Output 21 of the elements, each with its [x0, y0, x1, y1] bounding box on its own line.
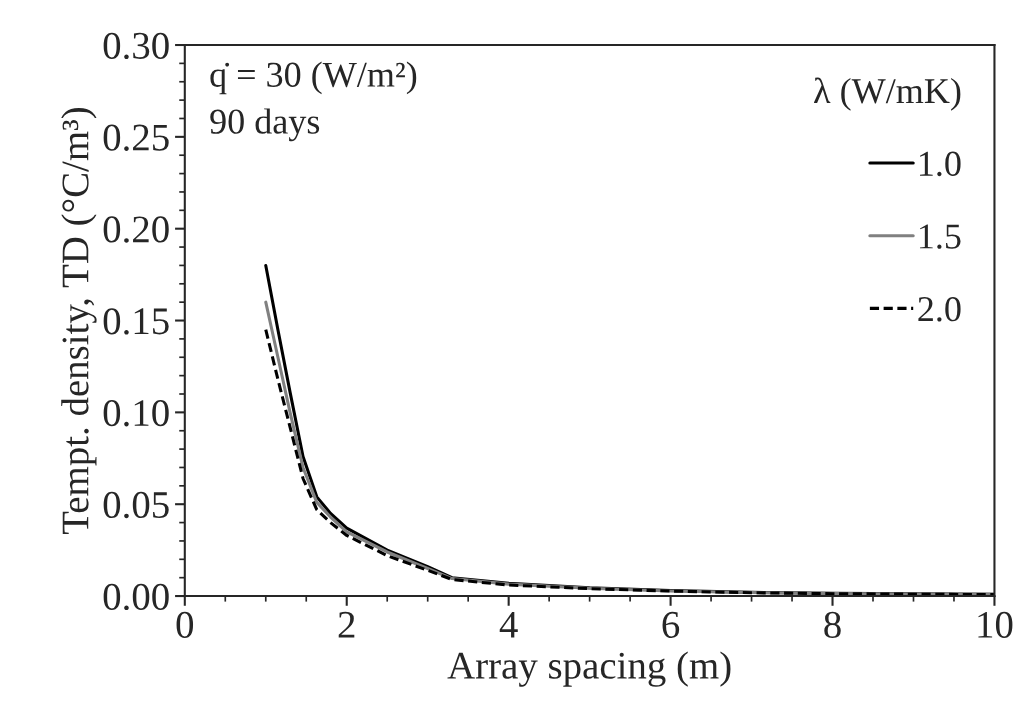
x-axis-title: Array spacing (m) — [447, 651, 731, 687]
x-tick-label: 0 — [176, 611, 194, 638]
y-tick-label: 0.30 — [103, 32, 169, 60]
y-tick-label: 0.15 — [103, 308, 169, 335]
y-tick-label: 0.25 — [103, 124, 169, 151]
y-tick-label: 0.05 — [103, 491, 169, 519]
legend-title: λ (W/mK) — [814, 77, 961, 111]
x-tick-label: 4 — [499, 612, 518, 638]
legend-label: 1.0 — [919, 151, 961, 177]
y-tick-label: 0.00 — [103, 583, 169, 611]
legend-label: 2.0 — [918, 296, 961, 322]
x-tick-label: 10 — [978, 611, 1013, 638]
y-tick-label: 0.10 — [103, 400, 169, 427]
annotation: 90 days — [210, 108, 320, 142]
annotation: q̇ = 30 (W/m²) — [210, 61, 417, 95]
x-tick-label: 8 — [824, 611, 841, 638]
x-tick-label: 6 — [662, 611, 680, 638]
x-tick-label: 2 — [338, 611, 355, 638]
y-axis-title: Tempt. density, TD (°C/m³) — [61, 108, 97, 535]
legend-label: 1.5 — [919, 224, 961, 249]
y-tick-label: 0.20 — [103, 216, 169, 243]
